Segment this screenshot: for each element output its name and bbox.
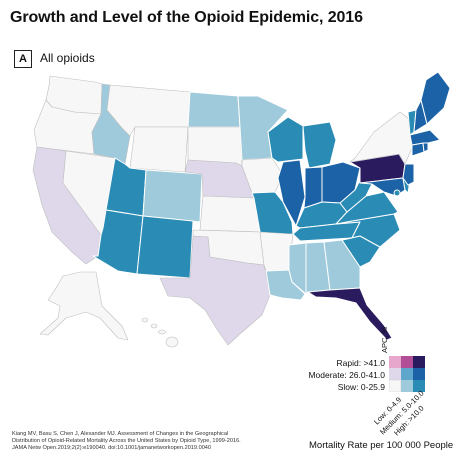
state-TX (159, 235, 271, 346)
state-MA (409, 129, 441, 146)
state-ND (187, 91, 241, 128)
state-SD (187, 126, 243, 167)
state-NJ (402, 163, 415, 186)
legend-cell-slow-high2 (413, 380, 425, 392)
legend-row-moderate: Moderate: 26.0-41.0 (308, 370, 385, 380)
legend-cell-mod-low (389, 368, 401, 380)
citation: Kiang MV, Basu S, Chen J, Alexander MJ. … (12, 431, 262, 453)
legend-swatches (389, 356, 425, 392)
state-NY (349, 111, 413, 165)
state-RI (422, 142, 429, 153)
panel-badge: A (14, 50, 32, 68)
state-HI-4 (165, 336, 179, 348)
state-AR (259, 231, 294, 272)
map-title: Growth and Level of the Opioid Epidemic,… (10, 9, 363, 26)
legend-axis-label: APC, % (380, 326, 389, 353)
state-NM (136, 215, 194, 279)
state-HI (141, 317, 149, 323)
legend-cell-mod-med (401, 368, 413, 380)
state-WI (267, 116, 304, 163)
legend-row-rapid: Rapid: >41.0 (336, 358, 385, 368)
state-GA (323, 239, 361, 291)
state-WY (129, 126, 189, 173)
state-KS (199, 195, 261, 233)
state-HI-group (141, 317, 179, 348)
legend-cell-slow-low2 (389, 379, 402, 392)
legend-row-slow: Slow: 0-25.9 (337, 382, 385, 392)
state-DC (393, 189, 401, 197)
legend-cell-slow-med2 (401, 380, 413, 392)
state-IN (303, 166, 323, 209)
citation-line-1: Kiang MV, Basu S, Chen J, Alexander MJ. … (12, 431, 229, 437)
legend-cell-mod-high (413, 368, 425, 380)
state-MI (302, 121, 337, 169)
state-FL (307, 287, 393, 341)
legend-cell-rapid-low (389, 356, 401, 368)
citation-line-2: Distribution of Opioid-Related Mortality… (12, 438, 241, 445)
legend-cell-rapid-high (413, 356, 425, 368)
panel-label: All opioids (40, 51, 95, 65)
state-CO (142, 169, 203, 223)
state-ME (420, 71, 451, 125)
state-HI-2 (150, 323, 158, 329)
state-MS (288, 242, 307, 295)
legend-cell-rapid-med (401, 356, 413, 368)
state-AK (39, 271, 129, 341)
legend-title: Mortality Rate per 100 000 People (309, 440, 454, 451)
state-HI-3 (158, 329, 166, 335)
citation-line-3: JAMA Netw Open.2019;2(2):e190040. doi:10… (12, 445, 212, 452)
